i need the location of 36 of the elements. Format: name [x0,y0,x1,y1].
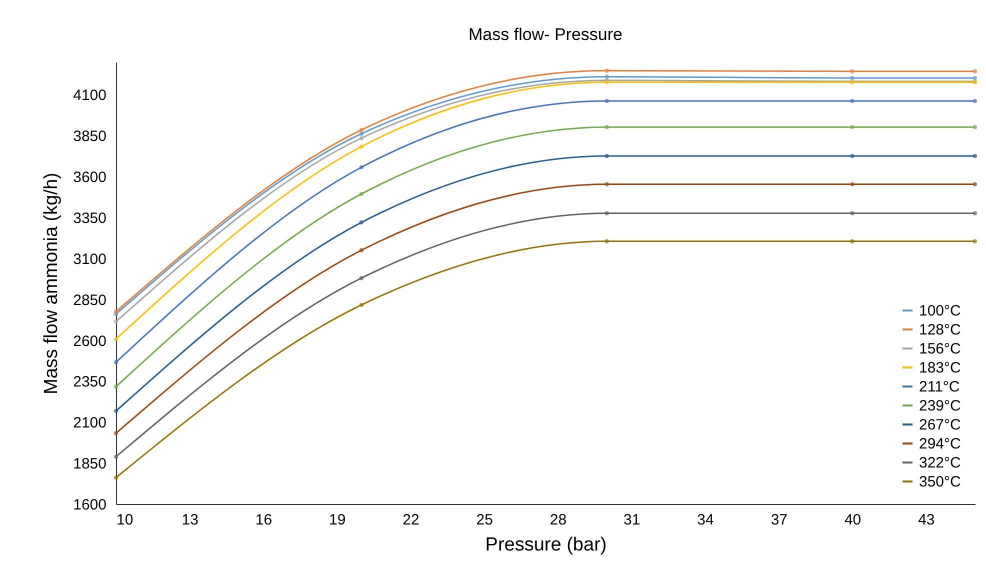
x-tick-label: 19 [329,512,346,528]
x-tick-label: 34 [697,512,714,528]
legend-label: 239°C [919,398,962,414]
legend-label: 100°C [919,302,962,320]
legend-label: 211°C [919,378,960,396]
y-tick-label: 2350 [73,374,106,391]
y-tick-label: 2600 [73,332,106,350]
y-tick-label: 3850 [73,128,106,146]
legend-label: 128°C [919,322,962,338]
x-axis-title: Pressure (bar) [485,534,607,556]
y-axis-title: Mass flow ammonia (kg/h) [41,172,62,394]
y-tick-label: 3350 [73,210,106,228]
chart-title: Mass flow- Pressure [468,25,622,44]
x-tick-label: 31 [624,512,640,528]
x-tick-label: 16 [255,512,272,528]
x-tick-label: 28 [550,512,567,528]
y-tick-label: 2100 [73,414,106,432]
x-tick-label: 37 [770,512,788,528]
legend-label: 183°C [919,360,962,376]
legend-label: 350°C [919,474,962,490]
x-tick-label: 13 [182,512,198,528]
x-tick-label: 25 [476,512,493,528]
legend-label: 267°C [919,416,962,434]
legend-label: 322°C [919,454,962,472]
y-tick-label: 1600 [73,496,106,514]
y-tick-label: 4100 [73,87,106,104]
legend-label: 294°C [919,436,962,452]
y-tick-label: 3100 [73,250,106,268]
y-tick-label: 1850 [73,456,106,473]
x-tick-label: 40 [844,512,862,528]
x-tick-label: 43 [918,512,935,528]
y-tick-label: 2850 [73,292,106,309]
legend-label: 156°C [919,340,962,358]
y-tick-label: 3600 [73,169,106,186]
x-tick-label: 22 [402,512,420,528]
x-tick-label: 10 [116,512,134,528]
